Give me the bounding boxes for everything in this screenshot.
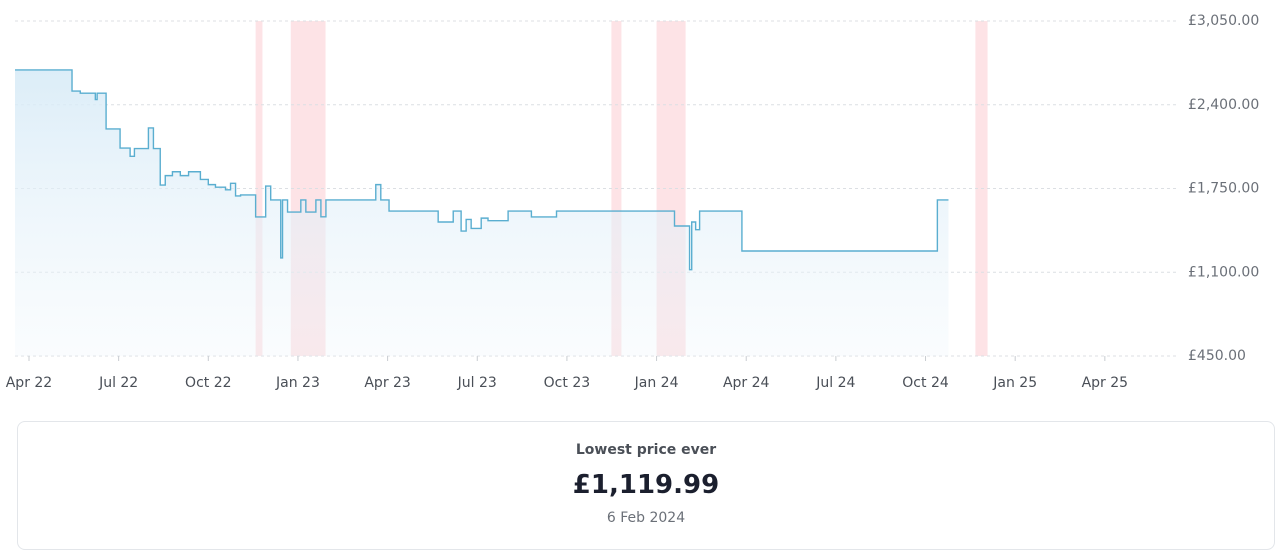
x-tick-label: Jul 23 <box>457 375 497 391</box>
lowest-price-card: Lowest price ever £1,119.99 6 Feb 2024 <box>17 421 1275 550</box>
price-chart: £450.00 £1,100.00 £1,750.00 £2,400.00 £3,050… <box>6 13 1260 391</box>
x-tick-label: Apr 25 <box>1082 375 1128 391</box>
x-tick-label: Apr 23 <box>364 375 410 391</box>
x-tick-label: Jan 24 <box>634 375 679 391</box>
x-tick-label: Oct 23 <box>544 375 590 391</box>
x-tick-label: Apr 24 <box>723 375 770 391</box>
lowest-price: £1,119.99 <box>572 470 720 500</box>
price-line <box>15 69 949 271</box>
y-tick-label: £3,050.00 <box>1188 13 1259 29</box>
unavailable-band <box>255 21 263 356</box>
price-area <box>15 69 949 356</box>
x-tick-label: Jan 25 <box>992 375 1037 391</box>
x-tick-label: Jul 24 <box>815 375 855 391</box>
x-tick-label: Oct 24 <box>902 375 949 391</box>
card-label: Lowest price ever <box>575 442 717 458</box>
lowest-price-date: 6 Feb 2024 <box>606 510 686 526</box>
y-tick-label: £2,400.00 <box>1188 97 1259 113</box>
x-tick-label: Apr 22 <box>6 375 52 391</box>
x-tick-label: Jul 22 <box>98 375 138 391</box>
y-tick-label: £450.00 <box>1188 348 1246 364</box>
x-tick-label: Oct 22 <box>185 375 231 391</box>
y-tick-label: £1,100.00 <box>1188 264 1259 280</box>
x-tick-label: Jan 23 <box>275 375 320 391</box>
y-tick-label: £1,750.00 <box>1188 181 1259 197</box>
